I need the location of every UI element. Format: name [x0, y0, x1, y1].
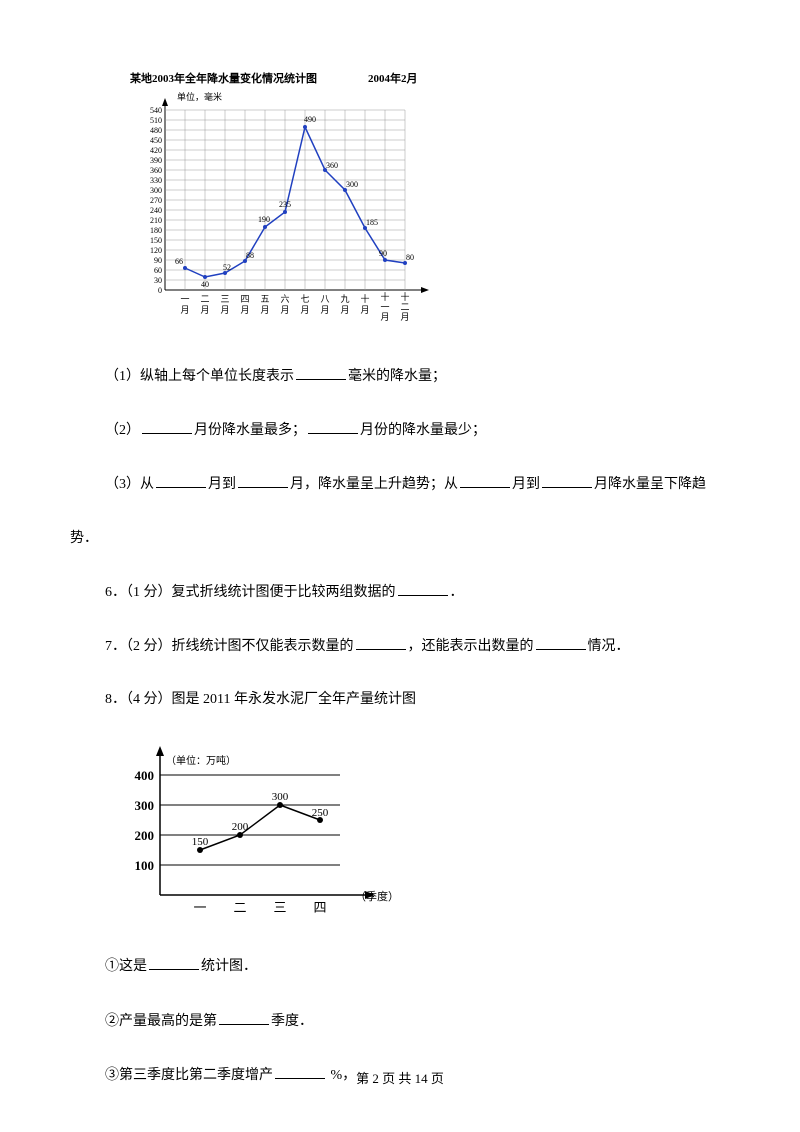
q3: （3）从月到月，降水量呈上升趋势；从月到月降水量呈下降趋	[70, 471, 720, 497]
svg-text:月: 月	[260, 305, 269, 315]
svg-text:490: 490	[304, 115, 316, 124]
svg-text:五: 五	[260, 294, 269, 304]
q6: 6．（1 分）复式折线统计图便于比较两组数据的．	[70, 579, 720, 605]
svg-text:60: 60	[154, 266, 162, 275]
chart1-ylabel: 单位，毫米	[177, 91, 222, 102]
svg-text:40: 40	[201, 280, 209, 289]
svg-text:390: 390	[150, 156, 162, 165]
cement-chart: （单位：万吨） 100 200 300 400 150 200 300 250 一 二 三…	[110, 740, 720, 925]
svg-text:250: 250	[312, 807, 329, 819]
svg-text:一: 一	[180, 294, 189, 304]
q7: 7．（2 分）折线统计图不仅能表示数量的，还能表示出数量的情况．	[70, 633, 720, 659]
svg-text:190: 190	[258, 215, 270, 224]
q2: （2）月份降水量最多；月份的降水量最少；	[70, 417, 720, 443]
svg-text:300: 300	[346, 180, 358, 189]
svg-text:90: 90	[154, 256, 162, 265]
svg-text:三: 三	[273, 900, 286, 915]
sq1: ①这是统计图．	[70, 953, 720, 979]
svg-text:180: 180	[150, 226, 162, 235]
svg-text:420: 420	[150, 146, 162, 155]
svg-text:二: 二	[200, 294, 209, 304]
svg-text:200: 200	[232, 821, 249, 833]
svg-text:六: 六	[280, 293, 289, 304]
chart1-title-left: 某地2003年全年降水量变化情况统计图	[129, 71, 317, 85]
svg-text:十: 十	[360, 293, 369, 304]
chart2-xlabel: （季度）	[355, 889, 399, 903]
svg-text:360: 360	[150, 166, 162, 175]
svg-text:90: 90	[379, 249, 387, 258]
svg-text:450: 450	[150, 136, 162, 145]
svg-text:月: 月	[220, 305, 229, 315]
svg-text:月: 月	[280, 305, 289, 315]
svg-text:80: 80	[406, 253, 414, 262]
svg-text:月: 月	[200, 305, 209, 315]
q1: （1）纵轴上每个单位长度表示毫米的降水量；	[70, 363, 720, 389]
q3b: 势．	[70, 526, 720, 551]
chart1-title-right: 2004年2月	[368, 71, 418, 85]
svg-text:185: 185	[366, 218, 378, 227]
rainfall-chart: 某地2003年全年降水量变化情况统计图 2004年2月 单位，毫米 0 3060…	[120, 70, 720, 335]
sq2: ②产量最高的是第季度．	[70, 1008, 720, 1034]
svg-text:300: 300	[135, 798, 155, 813]
svg-text:150: 150	[150, 236, 162, 245]
chart2-ylabel: （单位：万吨）	[166, 754, 236, 767]
svg-text:540: 540	[150, 106, 162, 115]
svg-text:66: 66	[175, 257, 183, 266]
svg-text:510: 510	[150, 116, 162, 125]
svg-text:月: 月	[360, 305, 369, 315]
q8: 8．（4 分）图是 2011 年永发水泥厂全年产量统计图	[70, 687, 720, 712]
svg-text:150: 150	[192, 836, 209, 848]
svg-text:月: 月	[400, 312, 409, 322]
svg-text:月: 月	[240, 305, 249, 315]
svg-text:二: 二	[233, 900, 246, 915]
svg-text:月: 月	[180, 305, 189, 315]
svg-text:三: 三	[220, 294, 229, 304]
svg-text:七: 七	[300, 294, 309, 304]
svg-text:十: 十	[380, 291, 389, 302]
svg-text:一: 一	[380, 302, 389, 312]
svg-text:100: 100	[135, 858, 155, 873]
svg-text:八: 八	[320, 294, 329, 304]
svg-text:240: 240	[150, 206, 162, 215]
svg-text:300: 300	[272, 791, 289, 803]
svg-text:480: 480	[150, 126, 162, 135]
svg-text:月: 月	[300, 305, 309, 315]
svg-text:月: 月	[340, 305, 349, 315]
svg-text:400: 400	[135, 768, 155, 783]
svg-text:235: 235	[279, 200, 291, 209]
svg-text:月: 月	[320, 305, 329, 315]
svg-text:88: 88	[246, 251, 254, 260]
svg-text:月: 月	[380, 312, 389, 322]
svg-text:270: 270	[150, 196, 162, 205]
svg-text:210: 210	[150, 216, 162, 225]
svg-text:0: 0	[158, 286, 162, 295]
svg-text:十: 十	[400, 291, 409, 302]
svg-text:30: 30	[154, 276, 162, 285]
svg-text:300: 300	[150, 186, 162, 195]
svg-text:52: 52	[223, 263, 231, 272]
svg-text:360: 360	[326, 161, 338, 170]
svg-text:四: 四	[313, 900, 326, 915]
svg-text:一: 一	[193, 900, 206, 915]
svg-text:四: 四	[240, 294, 249, 304]
svg-text:二: 二	[400, 302, 409, 312]
svg-text:120: 120	[150, 246, 162, 255]
page-footer: 第 2 页 共 14 页	[0, 1068, 800, 1087]
svg-text:200: 200	[135, 828, 155, 843]
svg-text:九: 九	[340, 294, 349, 304]
svg-text:330: 330	[150, 176, 162, 185]
